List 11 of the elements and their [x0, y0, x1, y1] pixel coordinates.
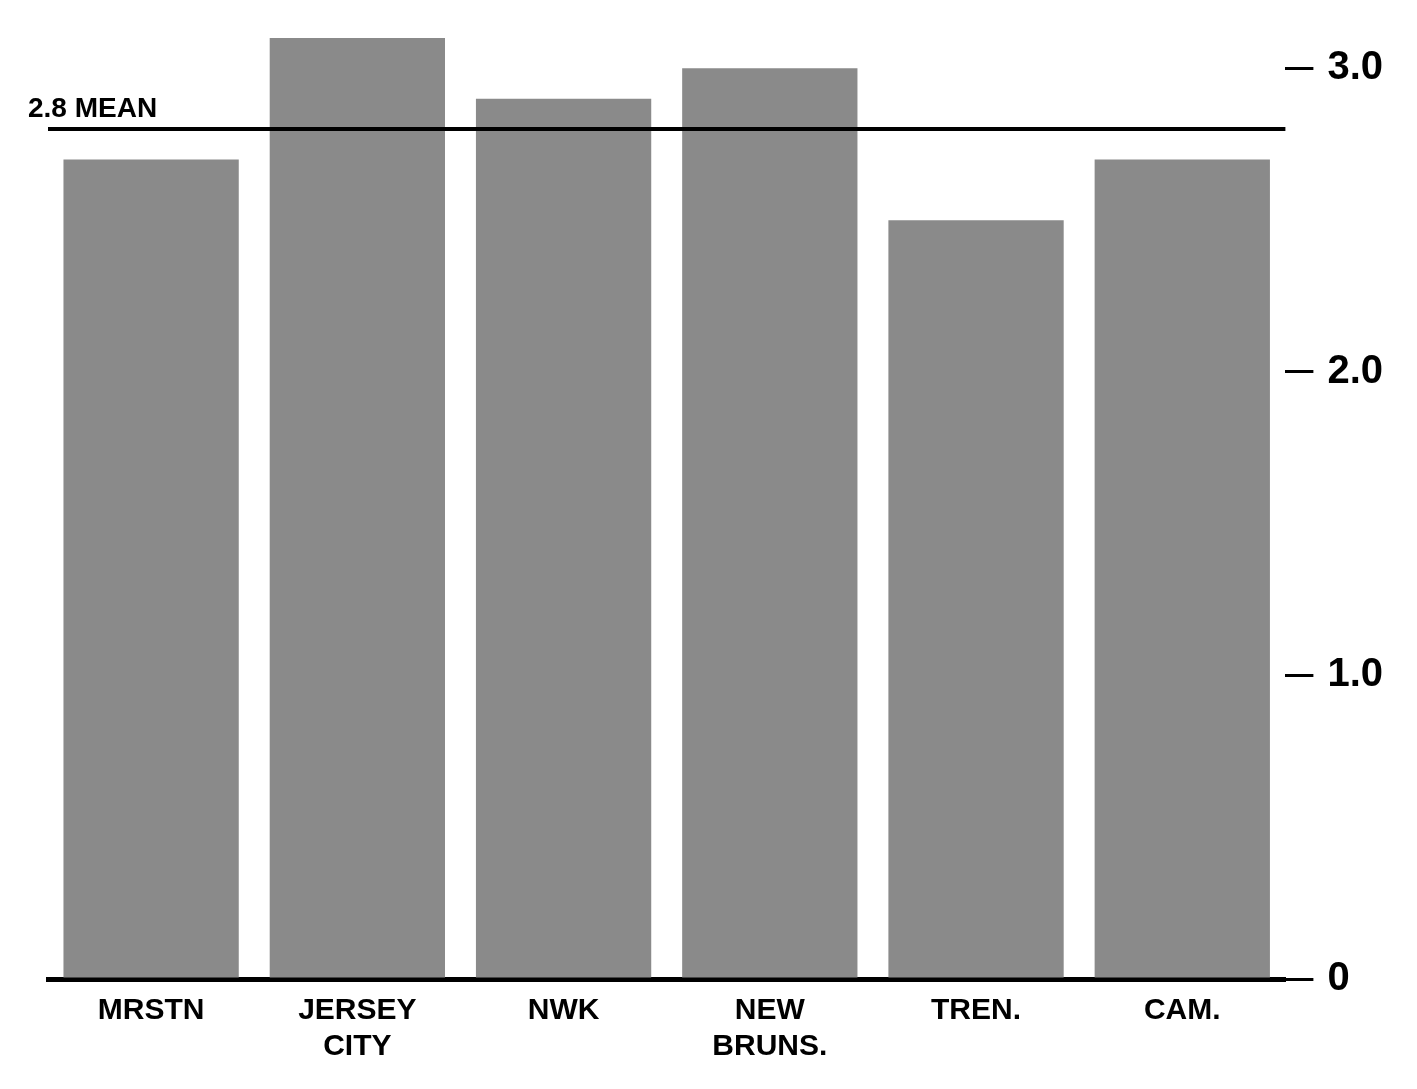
x-tick-label: JERSEY CITY [298, 992, 417, 1062]
x-tick-label: NWK [527, 992, 600, 1026]
y-tick-label: 3.0 [1327, 43, 1383, 88]
y-tick-label: 1.0 [1327, 650, 1383, 695]
x-tick-label: MRSTN [97, 992, 205, 1026]
x-tick-label: NEW BRUNS. [712, 992, 828, 1062]
y-tick-label: 2.0 [1327, 346, 1383, 391]
x-tick-label: TREN. [931, 992, 1022, 1026]
ref-line-label: 2.8 MEAN [28, 91, 158, 123]
x-tick-label: CAM. [1143, 992, 1221, 1026]
y-tick-label: 0 [1327, 954, 1350, 999]
